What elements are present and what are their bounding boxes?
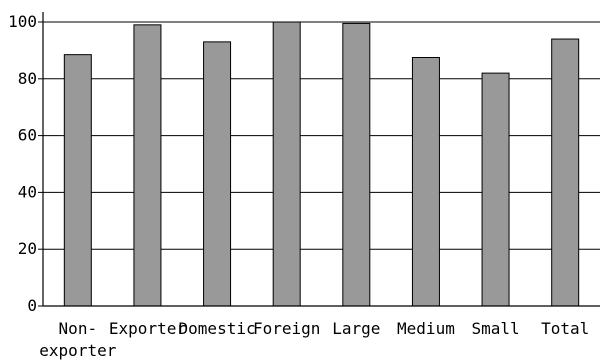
y-tick-label: 60 — [18, 126, 37, 145]
x-tick-label: Foreign — [253, 319, 320, 338]
bar — [203, 41, 232, 307]
x-tick-label: Small — [471, 319, 519, 338]
axes — [42, 12, 600, 307]
y-tick-label: 0 — [27, 296, 37, 315]
bar — [272, 21, 301, 307]
x-tick-label: Large — [332, 319, 380, 338]
bar — [63, 54, 92, 307]
y-tick-label: 40 — [18, 182, 37, 201]
bar — [481, 72, 510, 307]
x-tick-label: Domestic — [179, 319, 256, 338]
y-tick-label: 100 — [8, 12, 37, 31]
x-tick-label: Medium — [397, 319, 455, 338]
bar — [342, 22, 371, 307]
y-tick-label: 20 — [18, 239, 37, 258]
bar — [411, 57, 440, 307]
y-axis-ticks: 0 20 40 60 80 100 — [8, 12, 43, 315]
bars — [63, 21, 580, 307]
gridlines — [43, 21, 600, 250]
bar — [133, 24, 162, 307]
bar — [551, 38, 580, 307]
x-tick-label: Total — [541, 319, 589, 338]
x-tick-label: exporter — [39, 341, 116, 360]
x-tick-label: Exporter — [109, 319, 186, 338]
x-tick-label: Non- — [59, 319, 98, 338]
y-tick-label: 80 — [18, 69, 37, 88]
